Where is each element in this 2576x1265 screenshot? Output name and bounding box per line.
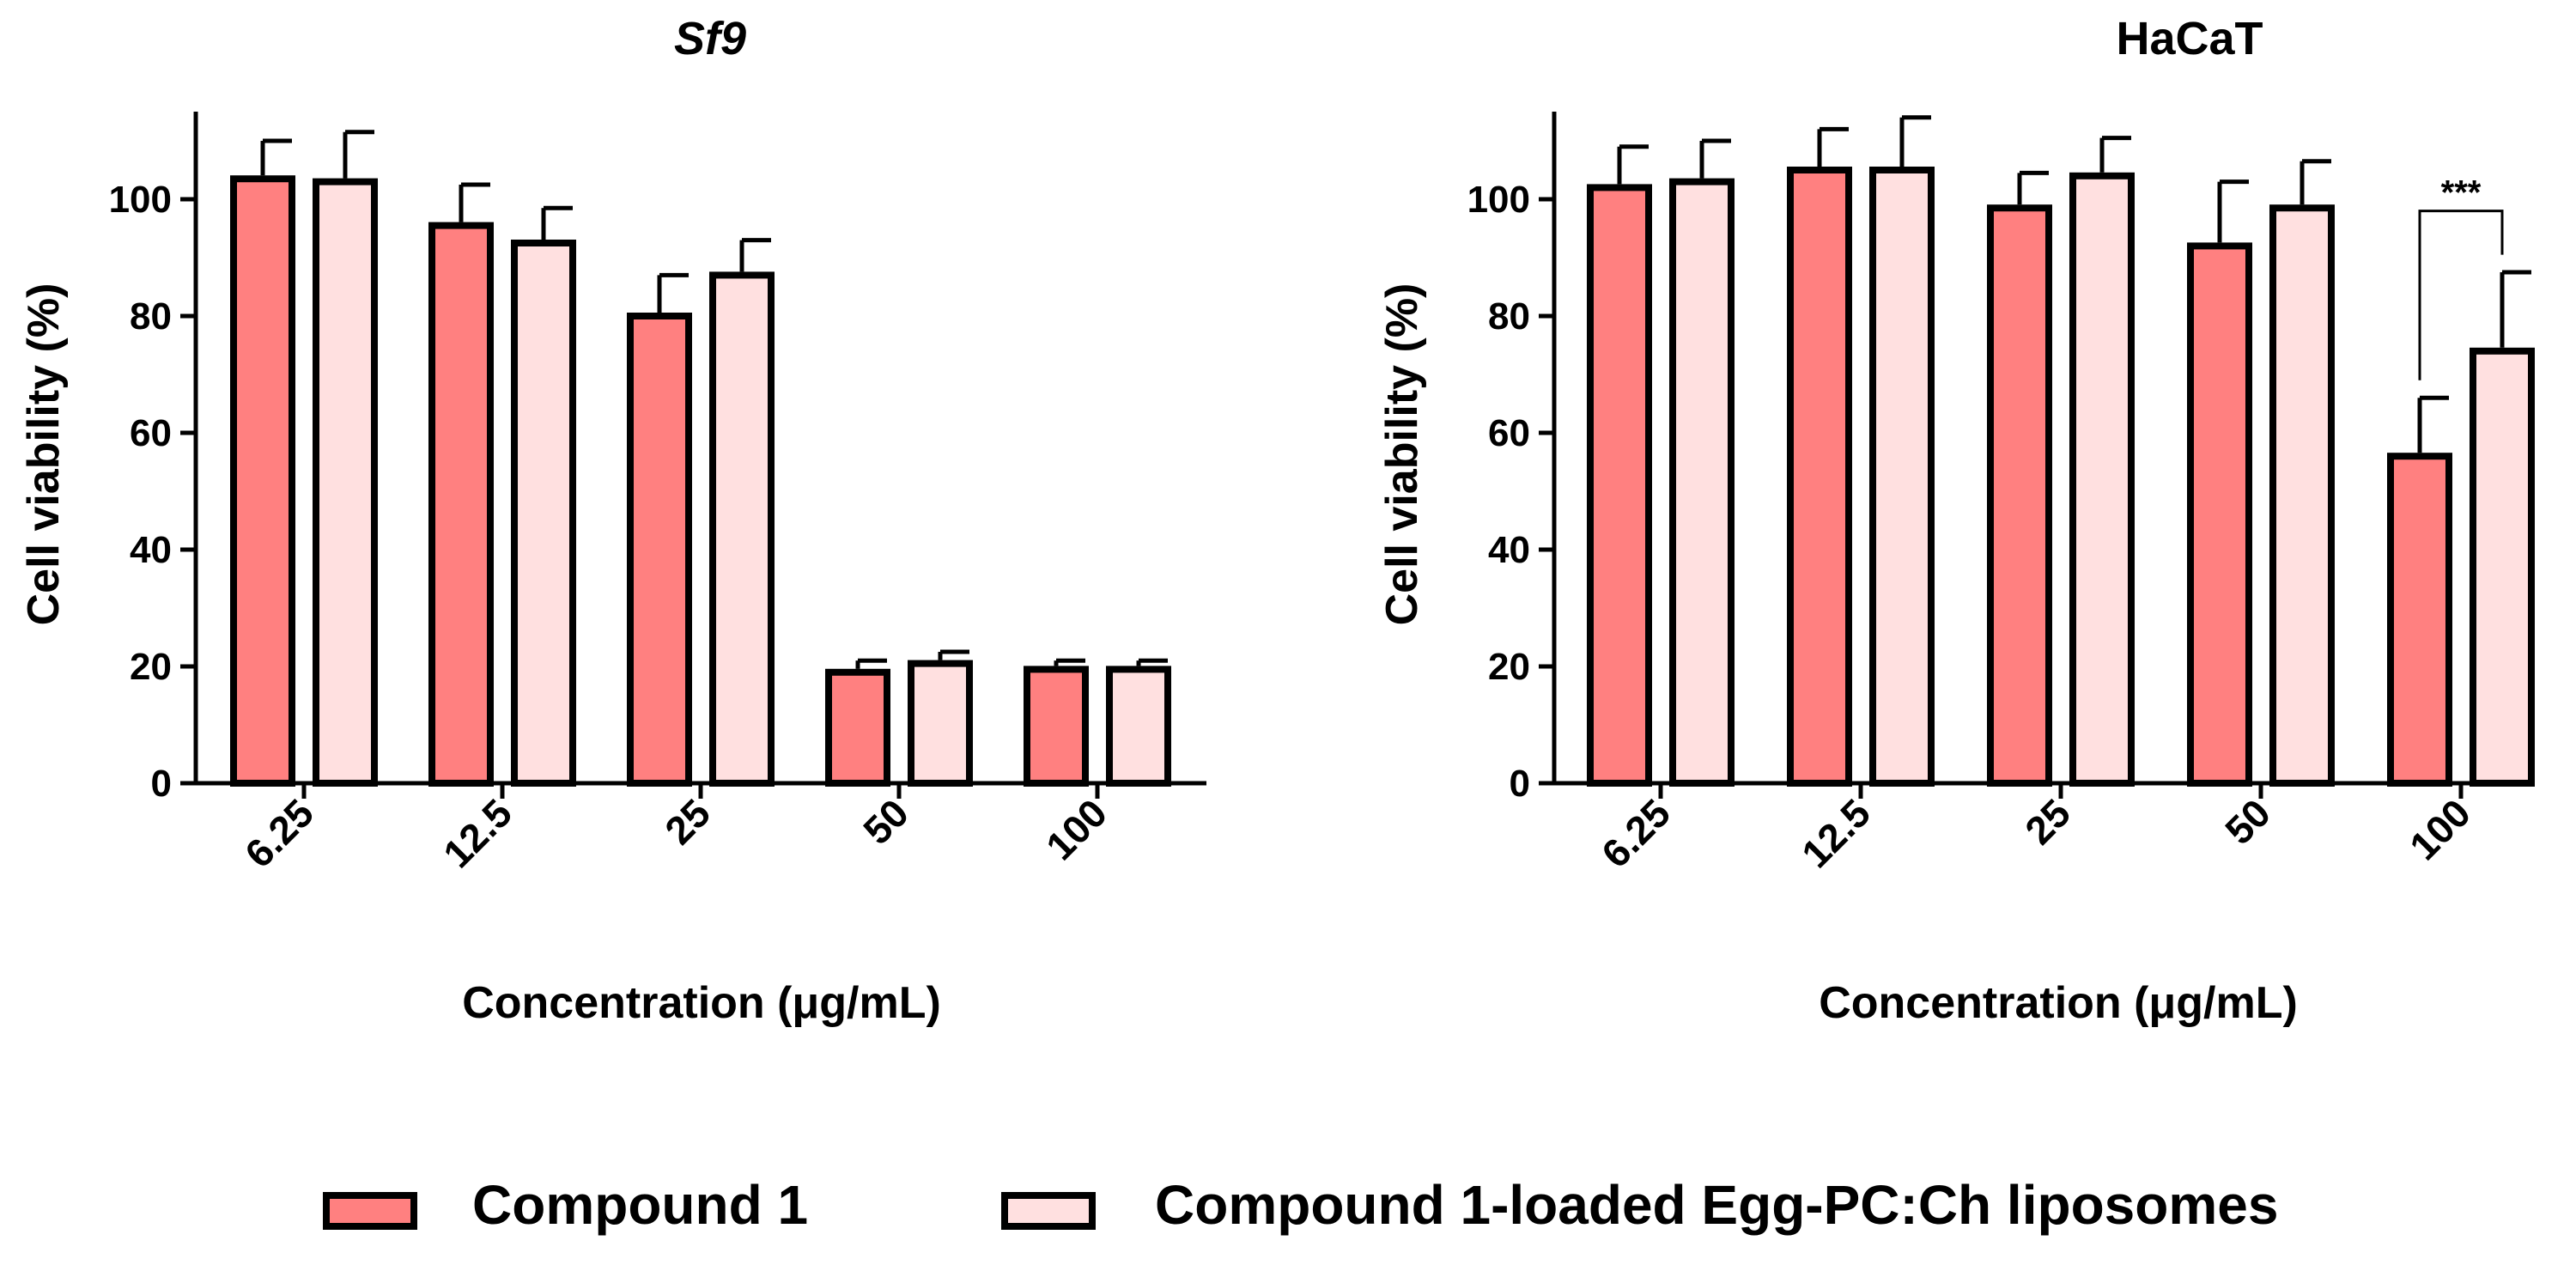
x-axis-label: Concentration (μg/mL) bbox=[462, 978, 941, 1028]
y-tick-label: 20 bbox=[1488, 646, 1530, 688]
bar bbox=[1669, 178, 1735, 788]
y-tick-label: 100 bbox=[1467, 179, 1530, 221]
bar bbox=[2387, 453, 2452, 787]
bar bbox=[825, 668, 890, 787]
y-tick-label: 60 bbox=[1488, 412, 1530, 454]
bar bbox=[2470, 347, 2535, 787]
x-tick-label: 12.5 bbox=[434, 790, 520, 876]
y-tick-label: 80 bbox=[1488, 295, 1530, 338]
legend-label-liposomes: Compound 1-loaded Egg-PC:Ch liposomes bbox=[1155, 1174, 2278, 1236]
y-tick-label: 20 bbox=[130, 646, 172, 688]
x-tick-label: 25 bbox=[656, 790, 719, 853]
y-tick-label: 40 bbox=[1488, 529, 1530, 571]
significance-label: *** bbox=[2441, 174, 2482, 212]
y-tick-label: 100 bbox=[109, 179, 172, 221]
chart-title: Sf9 bbox=[674, 13, 746, 64]
bar bbox=[908, 660, 973, 787]
bar bbox=[2187, 242, 2252, 787]
x-tick-label: 25 bbox=[2016, 790, 2079, 853]
y-tick-label: 60 bbox=[130, 412, 172, 454]
chart-sf9: Sf9 0 20 40 60 80 100 Cell viability (%) Concent… bbox=[19, 13, 1206, 1028]
y-tick-label: 0 bbox=[1510, 763, 1530, 805]
bar bbox=[1787, 167, 1852, 787]
x-axis-label: Concentration (μg/mL) bbox=[1819, 978, 2298, 1028]
bar bbox=[1106, 666, 1171, 788]
bar bbox=[230, 175, 295, 787]
bar bbox=[1587, 184, 1652, 787]
x-tick-label: 50 bbox=[854, 790, 917, 853]
x-tick-label: 12.5 bbox=[1793, 790, 1879, 876]
bar bbox=[428, 222, 494, 788]
y-axis-label: Cell viability (%) bbox=[19, 283, 69, 626]
significance-bracket bbox=[2418, 210, 2504, 380]
x-tick-label: 6.25 bbox=[1593, 790, 1679, 876]
legend-swatch-compound-1 bbox=[323, 1192, 417, 1230]
bar bbox=[2269, 204, 2335, 787]
legend-swatch-liposomes bbox=[1001, 1192, 1096, 1230]
y-tick-label: 0 bbox=[151, 763, 172, 805]
bar bbox=[2069, 172, 2135, 788]
bar bbox=[709, 271, 775, 787]
bar bbox=[511, 240, 576, 787]
bar bbox=[1024, 666, 1089, 788]
bar bbox=[1987, 204, 2052, 787]
chart-hacat: HaCaT 0 20 40 60 80 100 Cell viability (%) Conce… bbox=[1377, 13, 2535, 1028]
x-tick-label: 100 bbox=[2401, 790, 2479, 868]
legend-label-compound-1: Compound 1 bbox=[472, 1174, 808, 1236]
bar bbox=[1869, 167, 1935, 787]
y-tick-label: 80 bbox=[130, 295, 172, 338]
bar bbox=[313, 178, 378, 788]
x-tick-label: 50 bbox=[2216, 790, 2279, 853]
y-axis-label: Cell viability (%) bbox=[1377, 283, 1427, 626]
bar bbox=[627, 313, 692, 787]
y-tick-label: 40 bbox=[130, 529, 172, 571]
x-tick-label: 100 bbox=[1037, 790, 1115, 868]
x-tick-label: 6.25 bbox=[236, 790, 322, 876]
chart-title: HaCaT bbox=[2116, 13, 2263, 64]
legend: Compound 1 Compound 1-loaded Egg-PC:Ch l… bbox=[323, 1174, 2278, 1236]
